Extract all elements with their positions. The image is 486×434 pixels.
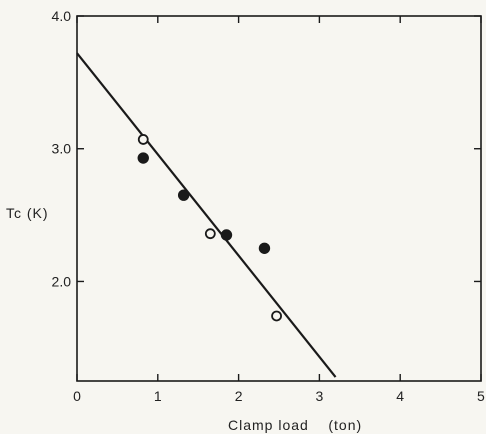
x-tick-label: 2 [235, 388, 243, 404]
filled-data-point [258, 242, 271, 254]
filled-data-point [177, 189, 190, 201]
y-tick-label: 4.0 [52, 8, 72, 24]
open-data-point [271, 310, 282, 322]
filled-data-point [137, 152, 149, 164]
x-tick-label: 5 [477, 388, 485, 404]
x-tick-label: 1 [154, 388, 162, 404]
x-tick-label: 3 [316, 388, 324, 404]
y-tick-label: 2.0 [52, 273, 72, 289]
x-axis-label: Clamp load (ton) [228, 417, 362, 433]
x-tick-label: 0 [73, 388, 81, 404]
fit-line [76, 52, 337, 378]
filled-data-point [220, 229, 233, 241]
y-axis-label: Tc (K) [6, 205, 49, 221]
open-data-point [137, 134, 149, 145]
y-tick-label: 3.0 [52, 141, 72, 157]
open-data-point [204, 228, 216, 240]
plot-frame [76, 15, 482, 382]
x-tick-label: 4 [396, 388, 404, 404]
